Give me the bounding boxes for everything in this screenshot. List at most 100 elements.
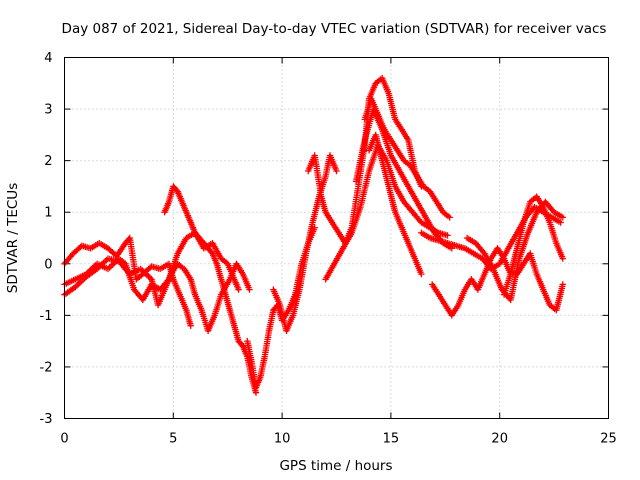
data-point — [335, 170, 338, 172]
data-point — [213, 314, 216, 317]
data-point — [553, 211, 555, 213]
data-point — [298, 288, 301, 291]
data-point — [129, 237, 131, 239]
data-point — [544, 201, 547, 203]
data-point — [179, 293, 181, 296]
data-point — [331, 221, 333, 224]
data-point — [424, 216, 427, 219]
data-point — [481, 257, 484, 260]
data-point — [263, 355, 266, 358]
data-point — [390, 154, 392, 157]
data-point — [235, 263, 238, 265]
data-point — [170, 273, 172, 275]
data-point — [220, 257, 222, 260]
data-point — [435, 201, 438, 203]
data-point — [185, 309, 188, 312]
data-point — [279, 304, 281, 306]
data-point — [394, 211, 397, 213]
data-point — [207, 247, 209, 250]
y-tick-label: 1 — [44, 206, 52, 221]
data-point — [107, 268, 109, 270]
data-point — [448, 216, 451, 219]
series-track-13 — [429, 245, 566, 319]
data-point — [542, 288, 544, 291]
data-point — [385, 159, 388, 162]
x-axis-label: GPS time / hours — [279, 458, 392, 474]
data-point — [272, 309, 275, 312]
data-point — [194, 293, 196, 296]
data-point — [272, 288, 275, 291]
data-point — [492, 268, 495, 270]
data-point — [527, 232, 529, 234]
data-point — [516, 247, 518, 250]
data-point — [559, 221, 562, 224]
data-point — [381, 77, 384, 79]
data-point — [377, 113, 379, 115]
data-point — [333, 263, 336, 265]
data-point — [522, 221, 525, 224]
data-point — [224, 293, 227, 296]
data-point — [181, 201, 183, 203]
data-point — [483, 252, 486, 255]
data-point — [433, 232, 436, 234]
data-point — [464, 247, 466, 250]
y-axis-label: SDTVAR / TECUs — [5, 183, 21, 293]
data-point — [438, 293, 440, 296]
data-point — [429, 237, 431, 239]
data-point — [477, 288, 479, 291]
data-point — [396, 149, 399, 152]
data-point — [394, 185, 397, 188]
data-point — [229, 309, 231, 312]
data-point — [107, 247, 109, 250]
data-point — [394, 118, 397, 121]
data-point — [107, 257, 109, 260]
data-point — [407, 139, 410, 141]
data-point — [381, 159, 384, 162]
data-point — [139, 268, 142, 270]
data-point — [203, 242, 205, 244]
x-tick-label: 10 — [274, 432, 291, 447]
data-point — [403, 159, 405, 162]
data-point — [409, 165, 412, 167]
data-point — [96, 268, 98, 270]
data-point — [185, 211, 188, 213]
data-point — [237, 340, 240, 342]
data-point — [74, 286, 77, 288]
data-point — [438, 239, 440, 242]
data-point — [374, 134, 377, 136]
data-point — [159, 268, 161, 270]
data-point — [387, 185, 390, 188]
data-point — [163, 211, 166, 213]
data-point — [157, 304, 159, 306]
axis-ticks: 0 5 10 15 20 25 -3 -2 -1 0 1 2 3 4 — [40, 51, 617, 447]
data-point — [207, 330, 209, 332]
data-point — [135, 278, 138, 281]
data-point — [81, 244, 83, 247]
data-point — [442, 211, 444, 213]
data-point — [422, 185, 425, 188]
series-track-3 — [61, 255, 253, 334]
data-point — [472, 252, 475, 255]
data-point — [342, 247, 344, 250]
data-point — [364, 118, 366, 121]
data-point — [189, 278, 192, 281]
data-point — [383, 128, 386, 131]
data-point — [255, 386, 257, 389]
data-point — [509, 273, 512, 275]
data-point — [403, 201, 405, 203]
data-point — [176, 190, 179, 193]
data-point — [420, 221, 423, 224]
data-point — [237, 288, 240, 291]
data-point — [555, 242, 558, 244]
data-point — [307, 170, 310, 172]
data-point — [320, 195, 323, 198]
data-point — [455, 244, 458, 247]
series-marks-track-6 — [270, 152, 340, 334]
data-point — [451, 314, 453, 317]
data-point — [220, 293, 222, 296]
data-point — [124, 242, 127, 244]
data-point — [420, 273, 423, 275]
y-tick-label: 0 — [44, 257, 52, 272]
data-point — [446, 234, 449, 237]
